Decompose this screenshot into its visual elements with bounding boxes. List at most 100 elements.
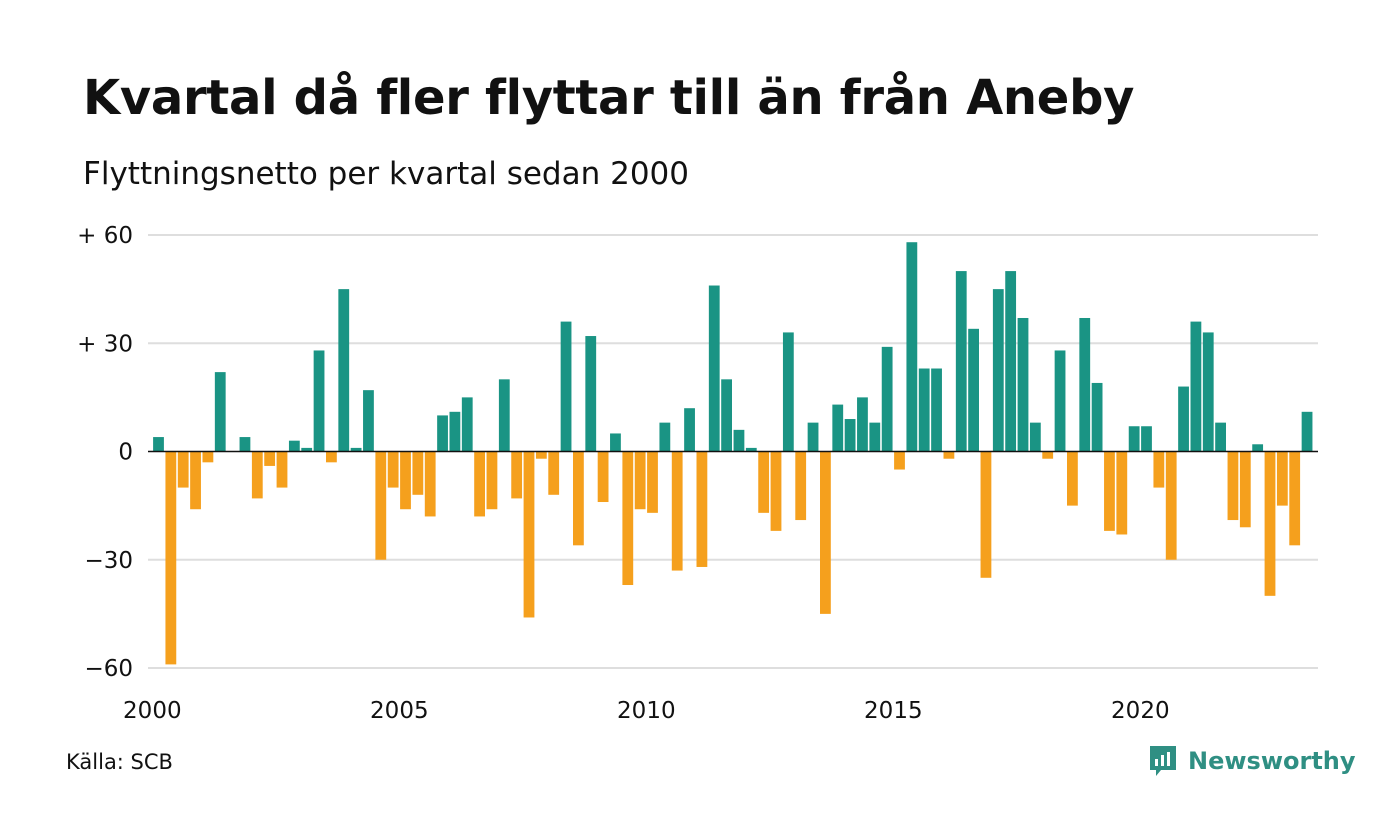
bar: 2009 K4: -16	[634, 451, 646, 510]
bar: 2023 K1: -26	[1289, 451, 1301, 546]
bar: 2002 K4: 3	[288, 440, 300, 452]
bar: 2003 K1: 1	[301, 447, 313, 452]
bar: 2019 K1: 19	[1091, 382, 1103, 452]
bar: 2019 K3: -23	[1116, 451, 1128, 535]
bar: 2020 K3: -30	[1165, 451, 1177, 560]
bar: 2014 K1: 9	[844, 419, 856, 452]
y-tick-label: −60	[84, 656, 133, 682]
bar: 2004 K4: -10	[387, 451, 399, 488]
bar: 2010 K3: -33	[671, 451, 683, 571]
bar: 2003 K4: 45	[338, 289, 350, 452]
y-tick-label: + 30	[77, 331, 133, 357]
y-tick-label: −30	[84, 548, 133, 574]
bar: 2000 K3: -10	[177, 451, 189, 488]
bar: 2007 K3: -46	[523, 451, 535, 618]
x-tick-label: 2000	[123, 698, 182, 724]
bar: 2004 K1: 1	[350, 447, 362, 452]
bar: 2015 K2: 58	[906, 242, 918, 452]
bar: 2014 K4: 29	[881, 346, 893, 452]
bar: 2008 K4: 32	[585, 336, 597, 452]
bar: 2016 K4: -35	[980, 451, 992, 578]
brand-name: Newsworthy	[1188, 747, 1356, 775]
bar: 2006 K2: 15	[461, 397, 473, 452]
grid-lines	[148, 234, 1318, 669]
bar: 2016 K3: 34	[968, 328, 979, 452]
bar: 2011 K3: 20	[721, 379, 732, 452]
bar: 2018 K4: 37	[1079, 317, 1091, 452]
bar: 2012 K1: 1	[745, 447, 757, 452]
bar: 2010 K2: 8	[659, 422, 671, 452]
bar: 2011 K1: -32	[696, 451, 708, 567]
x-tick-label: 2015	[864, 698, 923, 724]
bar: 2003 K3: -3	[326, 451, 337, 463]
bar: 2007 K4: -2	[535, 451, 547, 459]
bar: 2016 K1: -2	[943, 451, 955, 459]
y-tick-label: 0	[118, 440, 133, 466]
x-tick-label: 2010	[617, 698, 676, 724]
bar: 2010 K1: -17	[647, 451, 658, 513]
bar: 2004 K2: 17	[363, 390, 374, 452]
bar: 2018 K1: -2	[1042, 451, 1054, 459]
bar: 2005 K3: -18	[424, 451, 436, 517]
bar: 2017 K2: 50	[1005, 271, 1017, 452]
bar: 2009 K2: 5	[610, 433, 621, 452]
bar: 2006 K1: 11	[449, 411, 461, 452]
bar: 2022 K3: -40	[1264, 451, 1276, 596]
chart-title: Kvartal då fler flyttar till än från Ane…	[83, 70, 1135, 126]
bar: 2012 K4: 33	[782, 332, 794, 452]
bar: 2013 K3: -45	[820, 451, 831, 614]
chart-subtitle: Flyttningsnetto per kvartal sedan 2000	[83, 156, 689, 192]
y-tick-label: + 60	[77, 223, 133, 249]
bar: 2005 K1: -16	[400, 451, 411, 510]
bar: 2002 K3: -10	[276, 451, 288, 488]
bar: 2009 K1: -14	[597, 451, 609, 503]
bar: 2001 K2: 22	[214, 372, 226, 452]
bar: 2021 K1: 36	[1190, 321, 1202, 452]
bar: 2017 K3: 37	[1017, 317, 1029, 452]
bar: 2014 K3: 8	[869, 422, 881, 452]
bar: 2012 K2: -17	[758, 451, 770, 513]
x-tick-label: 2020	[1111, 698, 1170, 724]
bar: 2008 K3: -26	[573, 451, 584, 546]
bar: 2000 K4: -16	[190, 451, 201, 510]
bar: 2022 K2: 2	[1252, 444, 1264, 452]
bar: 2015 K3: 23	[918, 368, 930, 452]
bar: 2012 K3: -22	[770, 451, 782, 531]
bar: 2022 K1: -21	[1239, 451, 1251, 528]
bar: 2016 K2: 50	[955, 271, 967, 452]
bar: 2018 K3: -15	[1067, 451, 1078, 506]
bar: 2020 K2: -10	[1153, 451, 1165, 488]
bar: 2020 K4: 18	[1178, 386, 1189, 452]
bar: 2007 K1: 20	[498, 379, 510, 452]
bar: 2007 K2: -13	[511, 451, 523, 499]
brand-logo: Newsworthy	[1148, 744, 1356, 778]
bar: 2000 K2: -59	[165, 451, 177, 665]
bar: 2005 K4: 10	[437, 415, 448, 452]
bar: 2017 K1: 45	[992, 289, 1004, 452]
bar: 2023 K2: 11	[1301, 411, 1313, 452]
bar: 2020 K1: 7	[1141, 426, 1152, 452]
bar: 2013 K4: 13	[832, 404, 844, 452]
bar: 2021 K2: 33	[1202, 332, 1214, 452]
bar: 2003 K2: 28	[313, 350, 325, 452]
bars: 2000 K1: 42000 K2: -592000 K3: -102000 K…	[153, 242, 1313, 665]
bar: 2001 K1: -3	[202, 451, 214, 463]
bar: 2022 K4: -15	[1276, 451, 1288, 506]
bar: 2009 K3: -37	[622, 451, 634, 586]
bar: 2006 K3: -18	[474, 451, 485, 517]
bar: 2013 K2: 8	[807, 422, 819, 452]
newsworthy-logo-icon	[1150, 746, 1176, 776]
bar: 2001 K4: 4	[239, 437, 251, 452]
bar: 2008 K1: -12	[548, 451, 560, 495]
bar: 2004 K3: -30	[375, 451, 387, 560]
bar: 2010 K4: 12	[684, 408, 695, 452]
bar: 2021 K4: -19	[1227, 451, 1239, 521]
bar: 2002 K2: -4	[264, 451, 276, 466]
bar: 2015 K1: -5	[894, 451, 905, 470]
bar: 2002 K1: -13	[251, 451, 263, 499]
bar: 2014 K2: 15	[857, 397, 868, 452]
bar: 2000 K1: 4	[153, 437, 164, 452]
bar: 2015 K4: 23	[931, 368, 942, 452]
bar: 2005 K2: -12	[412, 451, 424, 495]
